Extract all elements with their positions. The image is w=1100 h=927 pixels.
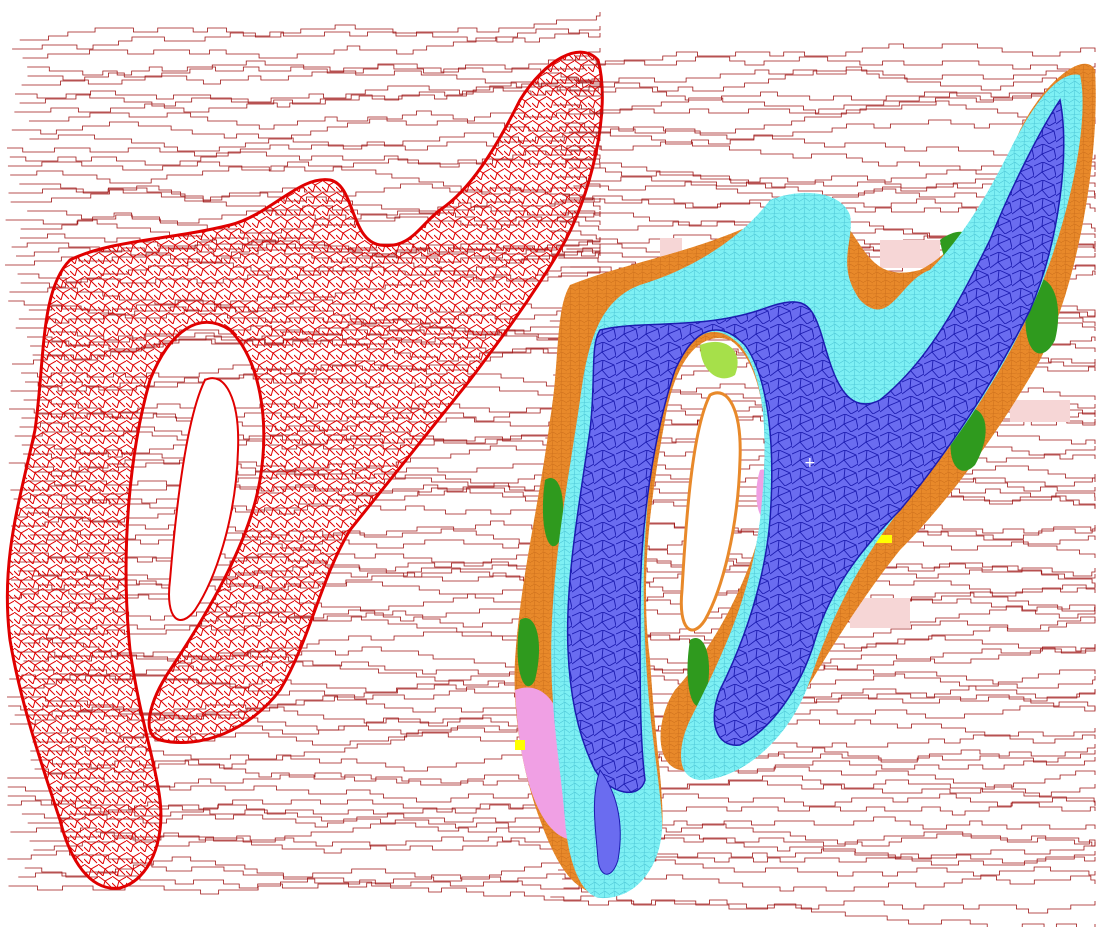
pale-patch-3 — [1010, 400, 1070, 422]
grid-frame-line — [569, 749, 1096, 763]
grid-frame-line — [550, 896, 1096, 914]
grid-frame-line — [559, 653, 1096, 699]
grid-frame-line — [567, 89, 1096, 115]
grid-frame-line — [19, 75, 601, 108]
grid-frame-line — [22, 26, 601, 59]
grid-frame-line — [21, 60, 601, 86]
grid-frame-line — [568, 119, 1096, 145]
deep-water-cells — [567, 100, 1064, 793]
grid-frame-line — [573, 851, 1096, 885]
center-crosshair: + — [804, 455, 816, 471]
left-island-hole — [168, 377, 240, 621]
grid-frame-line — [545, 56, 1096, 74]
right-classified-panel: + — [514, 43, 1096, 927]
right-island-hole — [679, 391, 742, 632]
left-mesh-panel — [5, 12, 604, 901]
grid-frame-line — [557, 815, 1096, 845]
grid-frame-line — [572, 816, 1096, 830]
grid-frame-line — [566, 69, 1096, 91]
grid-frame-line — [553, 77, 1096, 114]
grid-frame-line — [8, 873, 601, 895]
yellow-patch-1 — [515, 740, 525, 750]
grid-frame-line — [572, 848, 1096, 866]
grid-frame-line — [560, 619, 1096, 652]
grid-frame-line — [569, 694, 1096, 712]
grid-frame-line — [573, 87, 1096, 101]
grid-frame-line — [27, 594, 601, 628]
grid-frame-line — [14, 79, 601, 113]
grid-frame-line — [13, 552, 601, 590]
grid-frame-line — [15, 81, 601, 107]
grid-frame-line — [566, 43, 1096, 65]
grid-frame-line — [19, 12, 601, 41]
grid-frame-line — [555, 669, 1096, 703]
grid-frame-line — [554, 63, 1096, 92]
grid-frame-line — [563, 752, 1096, 774]
grid-frame-line — [29, 832, 601, 854]
grid-frame-line — [573, 833, 1096, 847]
grid-frame-line — [27, 48, 601, 85]
grid-frame-line — [563, 887, 1096, 927]
left-basin-outline — [5, 50, 604, 890]
grid-frame-line — [545, 802, 1096, 816]
grid-frame-line — [12, 24, 601, 50]
yellow-patch-2 — [876, 535, 892, 543]
pale-patch-2 — [880, 240, 940, 268]
grid-frame-line — [27, 66, 601, 88]
grid-frame-line — [549, 100, 1096, 142]
deep-water-channel — [593, 768, 621, 875]
